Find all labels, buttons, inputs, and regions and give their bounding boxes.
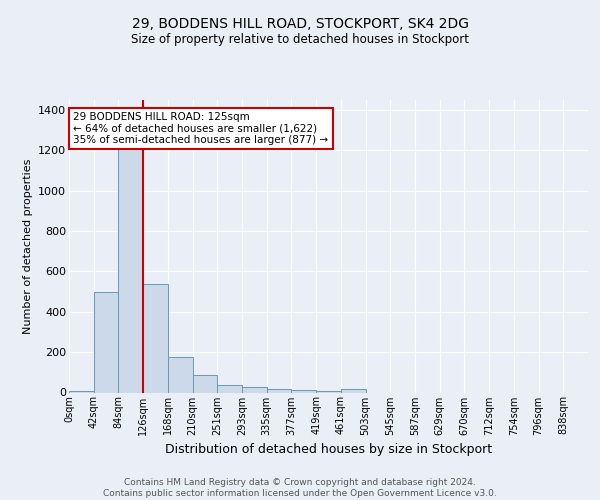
Text: Contains HM Land Registry data © Crown copyright and database right 2024.
Contai: Contains HM Land Registry data © Crown c… bbox=[103, 478, 497, 498]
Bar bbox=[267, 390, 292, 392]
Bar bbox=[168, 357, 193, 392]
Bar bbox=[193, 376, 217, 392]
Text: Size of property relative to detached houses in Stockport: Size of property relative to detached ho… bbox=[131, 32, 469, 46]
Bar bbox=[341, 390, 365, 392]
Bar bbox=[242, 388, 267, 392]
Bar bbox=[94, 292, 118, 392]
Bar bbox=[143, 284, 168, 393]
X-axis label: Distribution of detached houses by size in Stockport: Distribution of detached houses by size … bbox=[165, 443, 492, 456]
Y-axis label: Number of detached properties: Number of detached properties bbox=[23, 158, 32, 334]
Bar bbox=[217, 386, 242, 392]
Text: 29, BODDENS HILL ROAD, STOCKPORT, SK4 2DG: 29, BODDENS HILL ROAD, STOCKPORT, SK4 2D… bbox=[131, 18, 469, 32]
Bar bbox=[316, 391, 341, 392]
Bar bbox=[292, 390, 316, 392]
Bar bbox=[118, 120, 143, 392]
Text: 29 BODDENS HILL ROAD: 125sqm
← 64% of detached houses are smaller (1,622)
35% of: 29 BODDENS HILL ROAD: 125sqm ← 64% of de… bbox=[73, 112, 329, 146]
